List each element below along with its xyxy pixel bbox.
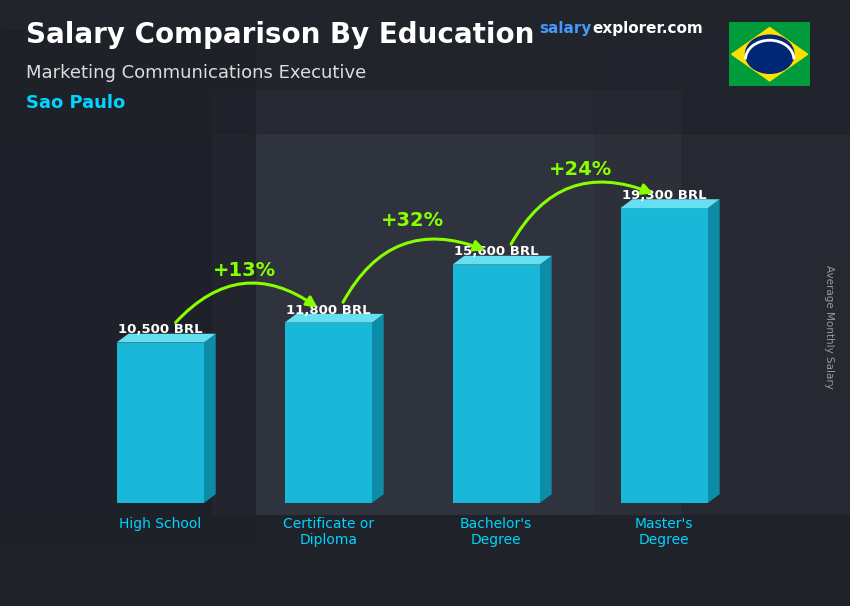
Text: salary: salary (540, 21, 592, 36)
Text: Average Monthly Salary: Average Monthly Salary (824, 265, 834, 389)
Text: Sao Paulo: Sao Paulo (26, 94, 125, 112)
Polygon shape (708, 199, 720, 503)
Text: 15,600 BRL: 15,600 BRL (454, 245, 539, 259)
Bar (285, 322, 372, 503)
Polygon shape (285, 314, 383, 322)
Bar (595, 30, 850, 545)
Polygon shape (452, 256, 552, 265)
Text: +24%: +24% (548, 161, 612, 179)
Bar (0, 515, 850, 606)
Polygon shape (372, 314, 383, 503)
Text: 19,300 BRL: 19,300 BRL (622, 189, 706, 202)
Bar (0, 0, 850, 133)
Bar (212, 91, 680, 515)
Polygon shape (204, 334, 216, 503)
Text: 10,500 BRL: 10,500 BRL (118, 324, 202, 336)
Polygon shape (620, 199, 720, 208)
Bar (0, 30, 255, 545)
Polygon shape (540, 256, 552, 503)
Polygon shape (116, 334, 216, 342)
Bar (116, 342, 204, 503)
Text: Salary Comparison By Education: Salary Comparison By Education (26, 21, 534, 49)
Text: 11,800 BRL: 11,800 BRL (286, 304, 371, 316)
Bar (452, 265, 540, 503)
Text: Marketing Communications Executive: Marketing Communications Executive (26, 64, 366, 82)
FancyArrowPatch shape (343, 239, 482, 302)
Circle shape (745, 35, 794, 73)
Bar (620, 208, 708, 503)
Text: +13%: +13% (212, 261, 276, 280)
FancyArrowPatch shape (511, 182, 650, 244)
FancyArrowPatch shape (176, 283, 314, 322)
Text: +32%: +32% (381, 211, 444, 230)
Polygon shape (732, 27, 808, 81)
Text: explorer.com: explorer.com (592, 21, 703, 36)
